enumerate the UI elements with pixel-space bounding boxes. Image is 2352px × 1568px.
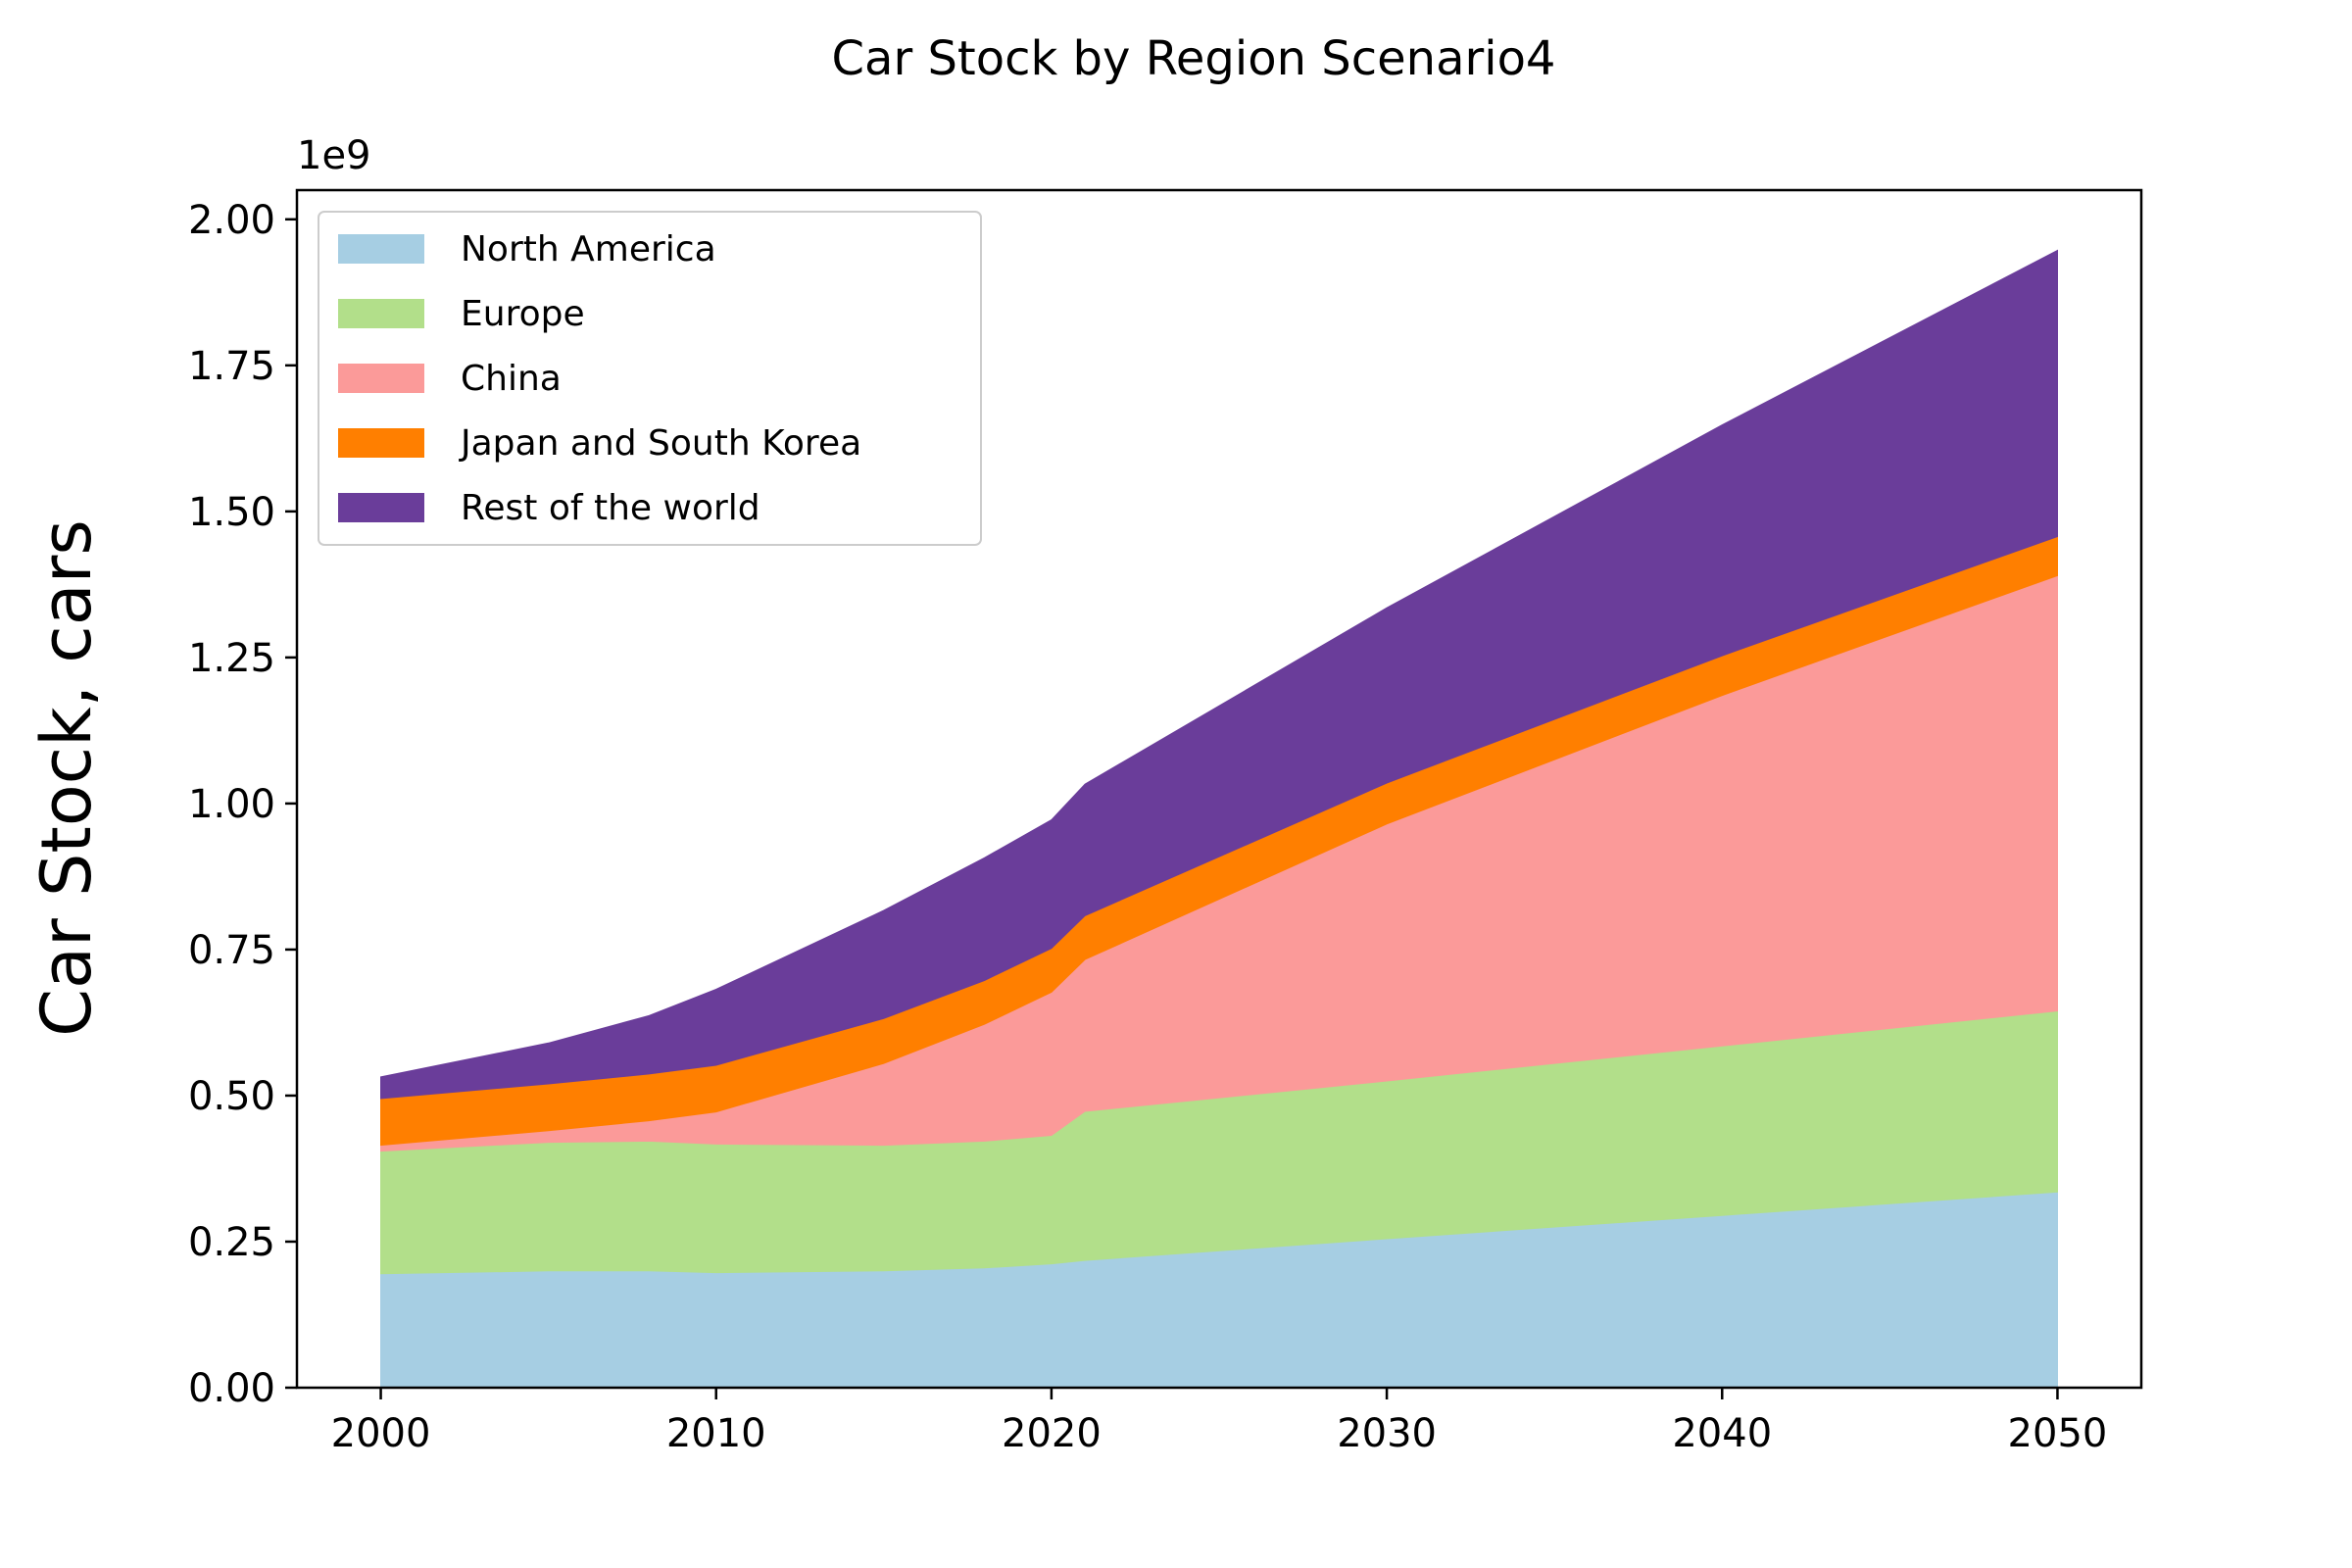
y-tick-label: 2.00 — [188, 198, 275, 243]
x-tick-label: 2050 — [2008, 1411, 2108, 1456]
x-axis: 2000 2010 2020 2030 2040 2050 — [331, 1388, 2108, 1456]
area-rest-of-the-world — [380, 249, 2058, 1100]
x-tick-label: 2010 — [666, 1411, 766, 1456]
legend-swatch-north-america — [338, 234, 424, 264]
y-axis-label: Car Stock, cars — [26, 519, 107, 1037]
legend-box — [318, 211, 982, 546]
x-tick-label: 2000 — [331, 1411, 431, 1456]
y-tick-label: 0.50 — [188, 1074, 275, 1119]
y-tick-label: 0.00 — [188, 1366, 275, 1411]
legend-swatch-china — [338, 364, 424, 393]
legend-swatch-europe — [338, 299, 424, 328]
x-tick-label: 2020 — [1002, 1411, 1102, 1456]
stacked-areas — [380, 249, 2058, 1389]
y-tick-label: 0.25 — [188, 1220, 275, 1265]
chart-title: Car Stock by Region Scenario4 — [832, 31, 1556, 86]
y-axis: 0.00 0.25 0.50 0.75 1.00 1.25 1.50 1.75 2.00 — [188, 198, 297, 1411]
y-tick-label: 1.50 — [188, 490, 275, 535]
y-axis-offset-label: 1e9 — [297, 133, 371, 178]
legend-label-japan-and-south-korea: Japan and South Korea — [459, 423, 861, 464]
y-tick-label: 1.25 — [188, 636, 275, 681]
legend: North America Europe China Japan and South … — [318, 211, 982, 546]
legend-label-china: China — [461, 359, 562, 399]
plot-frame — [295, 188, 2143, 1390]
y-tick-label: 0.75 — [188, 928, 275, 973]
legend-swatch-japan-and-south-korea — [338, 428, 424, 458]
y-tick-label: 1.75 — [188, 344, 275, 389]
x-tick-label: 2030 — [1337, 1411, 1437, 1456]
legend-swatch-rest-of-the-world — [338, 493, 424, 522]
legend-label-europe: Europe — [461, 294, 585, 334]
legend-label-rest-of-the-world: Rest of the world — [461, 488, 760, 528]
legend-label-north-america: North America — [461, 229, 716, 270]
x-tick-label: 2040 — [1672, 1411, 1772, 1456]
y-tick-label: 1.00 — [188, 782, 275, 827]
